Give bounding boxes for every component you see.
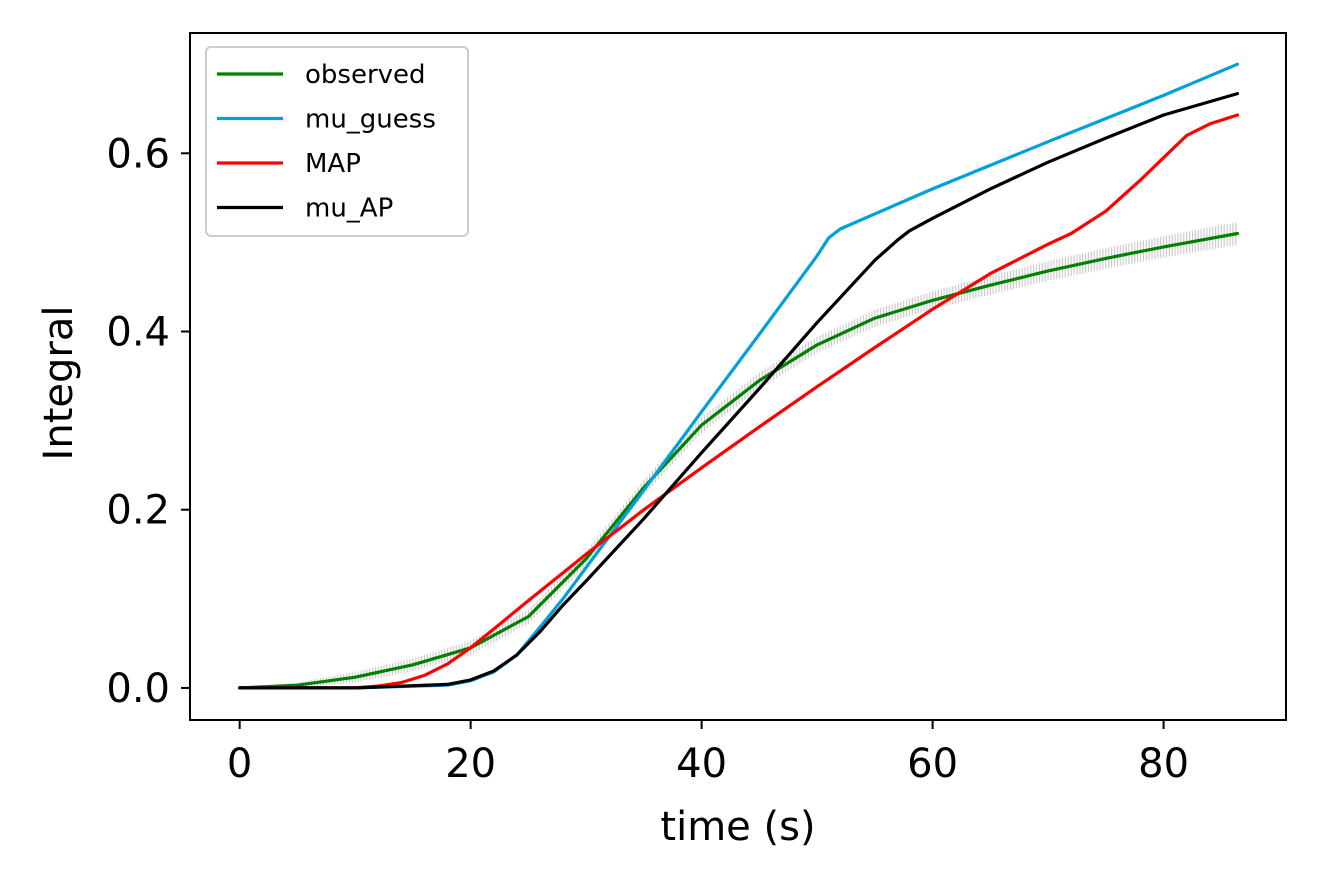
y-tick-label: 0.2 (106, 488, 170, 534)
legend-label: mu_AP (305, 194, 393, 224)
legend-label: mu_guess (305, 105, 436, 135)
series-line-map (238, 113, 1240, 690)
x-tick-label: 20 (445, 741, 496, 787)
plot-frame (189, 32, 1287, 721)
series-line-observed (238, 231, 1240, 690)
legend-label: MAP (305, 149, 361, 179)
legend: observed mu_guess MAP mu_AP (205, 46, 469, 237)
legend-label: observed (305, 60, 426, 90)
y-axis-title: Integral (36, 306, 82, 461)
y-axis: 0.0 0.2 0.4 0.6 (106, 131, 190, 712)
x-tick-label: 80 (1138, 741, 1189, 787)
y-tick-label: 0.0 (106, 666, 170, 712)
y-tick-label: 0.4 (106, 310, 170, 356)
x-axis-title: time (s) (660, 804, 815, 850)
y-tick-label: 0.6 (106, 131, 170, 177)
legend-box (205, 46, 469, 237)
series-layer (238, 62, 1240, 690)
x-tick-label: 40 (676, 741, 727, 787)
series-line-mu-ap (238, 91, 1240, 690)
x-axis: 0 20 40 60 80 (227, 720, 1189, 787)
x-tick-label: 60 (907, 741, 958, 787)
x-tick-label: 0 (227, 741, 252, 787)
